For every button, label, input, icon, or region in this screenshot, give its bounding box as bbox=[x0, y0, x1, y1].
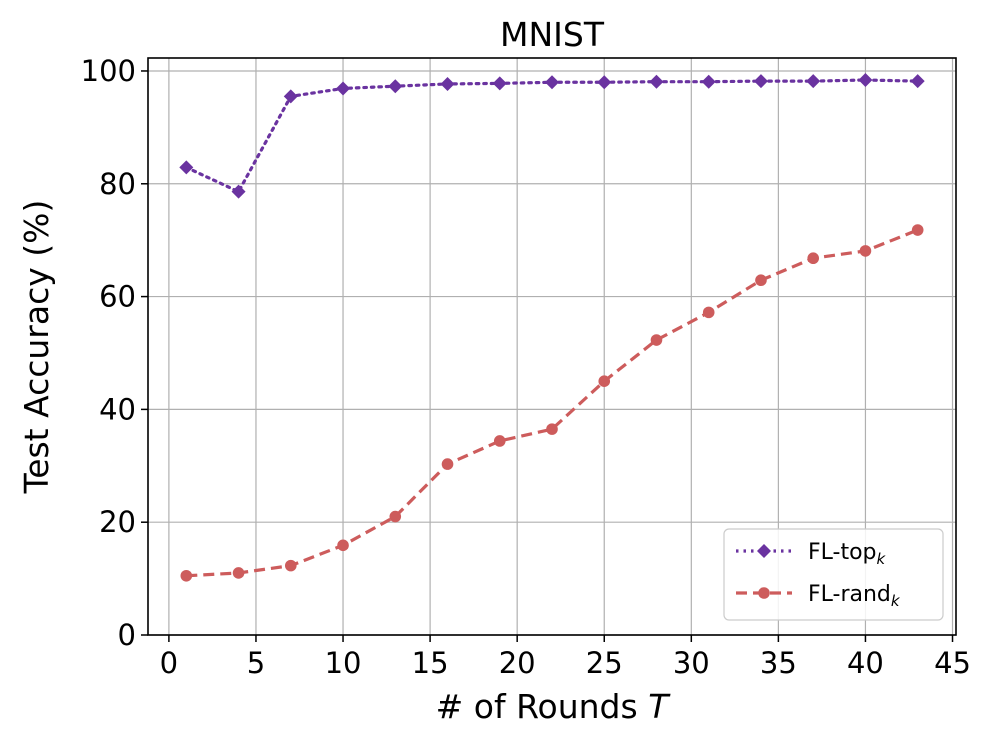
data-point-fl-rand bbox=[493, 435, 506, 447]
data-point-fl-rand bbox=[546, 423, 558, 435]
data-point-fl-rand bbox=[441, 458, 454, 470]
data-point-fl-rand bbox=[232, 567, 245, 579]
y-tick-label: 100 bbox=[81, 54, 136, 88]
data-point-fl-top bbox=[440, 76, 455, 91]
x-tick-label: 20 bbox=[499, 646, 536, 680]
x-tick-label: 45 bbox=[934, 646, 971, 680]
x-tick-label: 0 bbox=[160, 646, 178, 680]
y-tick-label: 80 bbox=[99, 167, 136, 201]
data-point-fl-rand bbox=[702, 306, 715, 319]
x-tick-label: 30 bbox=[673, 646, 710, 680]
data-point-fl-top bbox=[545, 75, 559, 90]
y-tick-label: 60 bbox=[99, 280, 136, 314]
data-point-fl-top bbox=[910, 74, 925, 89]
data-point-fl-top bbox=[231, 184, 246, 199]
legend-marker bbox=[757, 544, 771, 558]
series-fl-rand bbox=[180, 224, 924, 582]
data-point-fl-rand bbox=[650, 334, 663, 346]
data-point-fl-top bbox=[701, 74, 716, 89]
data-point-fl-top bbox=[492, 76, 507, 91]
legend: FL-topk FL-randk bbox=[723, 528, 944, 621]
x-tick-label: 10 bbox=[325, 646, 362, 680]
x-tick-label: 5 bbox=[247, 646, 265, 680]
data-point-fl-top bbox=[179, 160, 194, 175]
legend-label: FL-randk bbox=[808, 582, 901, 610]
data-point-fl-top bbox=[388, 79, 403, 94]
x-tick-label: 15 bbox=[412, 646, 449, 680]
data-point-fl-rand bbox=[180, 569, 193, 582]
series-fl-top bbox=[179, 72, 925, 199]
x-tick-label: 40 bbox=[847, 646, 884, 680]
series-layer bbox=[179, 72, 925, 582]
legend-label: FL-topk bbox=[808, 540, 887, 568]
axis-ticks: 0 5 10 15 20 25 30 35 40 45 0 20 40 60 80 100 bbox=[81, 54, 971, 680]
data-point-fl-rand bbox=[337, 539, 349, 552]
data-point-fl-top bbox=[283, 89, 298, 104]
data-point-fl-rand bbox=[911, 224, 924, 236]
x-axis-label: # of Rounds bbox=[436, 687, 638, 726]
y-axis-title: Test Accuracy (%) bbox=[17, 200, 56, 495]
legend-box bbox=[723, 528, 944, 621]
series-line-fl-rand bbox=[186, 228, 919, 578]
x-axis-variable: T bbox=[648, 687, 671, 726]
data-point-fl-top bbox=[753, 74, 768, 89]
y-tick-label: 0 bbox=[118, 618, 136, 652]
data-point-fl-top bbox=[858, 72, 873, 87]
data-point-fl-rand bbox=[284, 559, 297, 572]
legend-marker bbox=[758, 587, 770, 599]
data-point-fl-rand bbox=[598, 375, 611, 387]
data-point-fl-rand bbox=[389, 510, 402, 523]
data-point-fl-rand bbox=[807, 252, 820, 265]
legend-entry-fl-rand: FL-randk bbox=[736, 582, 901, 610]
data-point-fl-rand bbox=[859, 245, 872, 257]
data-point-fl-top bbox=[649, 74, 664, 89]
x-axis-title: # of Rounds T bbox=[436, 687, 672, 726]
chart-title: MNIST bbox=[500, 15, 605, 54]
y-tick-label: 20 bbox=[99, 505, 136, 539]
legend-entry-fl-top: FL-topk bbox=[736, 540, 887, 568]
y-tick-label: 40 bbox=[99, 392, 136, 426]
data-point-fl-top bbox=[806, 74, 821, 89]
plot-area-frame bbox=[147, 57, 957, 636]
data-point-fl-top bbox=[336, 81, 351, 96]
data-point-fl-top bbox=[597, 75, 612, 90]
x-tick-label: 35 bbox=[760, 646, 797, 680]
data-point-fl-rand bbox=[755, 274, 767, 287]
x-tick-label: 25 bbox=[586, 646, 623, 680]
